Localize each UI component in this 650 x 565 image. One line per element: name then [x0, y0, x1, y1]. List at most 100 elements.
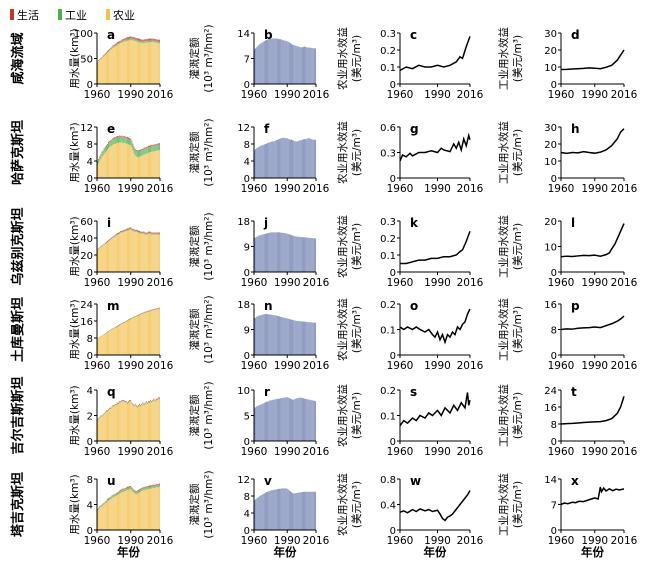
axis-labels: 用水量(km³) 灌溉定额 (10³ m³/hm²) 农业用水效益 (美元/m³) 工业用… — [10, 24, 604, 559]
bar-e-agr-16 — [114, 144, 116, 178]
panel-letter-r: r — [264, 385, 270, 399]
xtick-label-o-1990: 1990 — [424, 360, 451, 372]
bar-q-ind-33 — [133, 405, 135, 407]
bar-u-dom-53 — [155, 484, 157, 486]
bar-u-agr-21 — [120, 493, 122, 530]
bar-r-16 — [271, 400, 273, 441]
bar-a-dom-14 — [112, 45, 114, 47]
bar-i-dom-19 — [118, 232, 119, 234]
bar-e-dom-53 — [155, 144, 157, 146]
bar-m-agr-33 — [133, 317, 135, 355]
legend-swatch-industrial — [58, 9, 62, 20]
bar-e-dom-47 — [149, 145, 150, 147]
bar-e-agr-18 — [117, 142, 118, 178]
xtick-label-f-1990: 1990 — [274, 183, 301, 195]
bar-u-dom-47 — [149, 485, 150, 487]
bar-a-ind-44 — [145, 41, 147, 43]
bar-i-ind-54 — [156, 233, 158, 235]
bar-u-ind-18 — [117, 493, 118, 495]
bar-r-18 — [273, 399, 275, 441]
bar-q-agr-33 — [133, 406, 135, 441]
ytick-label-r-5: 5 — [244, 412, 250, 423]
bar-i-ind-43 — [144, 233, 146, 235]
bar-e-agr-42 — [143, 154, 145, 179]
xtick-label-a-2016: 2016 — [147, 89, 174, 101]
bar-r-2 — [256, 406, 258, 441]
bar-i-ind-16 — [114, 235, 116, 237]
bar-q-ind-6 — [103, 413, 105, 415]
ytick-label-i-60: 60 — [80, 217, 93, 228]
bar-a-ind-46 — [148, 40, 149, 43]
bar-u-dom-21 — [120, 489, 122, 492]
bar-i-dom-49 — [151, 232, 153, 234]
bar-a-dom-23 — [122, 39, 124, 41]
bar-a-agr-50 — [152, 42, 154, 84]
bar-a-dom-38 — [139, 38, 140, 41]
bar-a-agr-3 — [100, 59, 102, 84]
panel-letter-t: t — [571, 385, 577, 399]
bar-q-dom-20 — [119, 401, 121, 403]
ylabel-row5-col1-line1: (10³ m³/hm²) — [203, 470, 215, 538]
bar-i-dom-12 — [110, 238, 112, 240]
ylabel-row5-col3-line0: 工业用水效益 — [497, 473, 510, 536]
bar-q-ind-34 — [134, 404, 136, 406]
bar-b-11 — [266, 39, 267, 84]
bar-i-ind-7 — [104, 243, 106, 244]
bar-e-ind-0 — [97, 161, 98, 166]
bar-m-agr-5 — [102, 335, 104, 355]
bar-b-24 — [280, 39, 282, 84]
bar-u-ind-31 — [131, 488, 133, 491]
ytick-label-v-8: 8 — [244, 492, 250, 503]
panel-letter-a: a — [107, 28, 115, 42]
bar-e-ind-8 — [106, 146, 107, 152]
bar-a-ind-3 — [100, 58, 102, 60]
ylabel-row1-col3-line1: (美元/m³) — [511, 129, 524, 176]
ytick-label-l-10: 10 — [544, 243, 557, 254]
bar-j-2 — [256, 236, 258, 272]
bar-i-ind-51 — [153, 233, 155, 235]
bar-f-40 — [297, 141, 299, 178]
bar-i-dom-22 — [121, 230, 123, 233]
bar-u-ind-1 — [98, 508, 100, 510]
bar-i-dom-24 — [123, 230, 125, 232]
ylabel-row0-col1-line0: 灌溉定额 — [188, 37, 201, 79]
bar-q-agr-44 — [145, 402, 147, 441]
bar-u-ind-19 — [118, 492, 119, 495]
bar-b-54 — [312, 48, 314, 84]
bar-i-agr-39 — [140, 233, 142, 272]
bar-r-48 — [306, 399, 308, 441]
bar-i-dom-50 — [152, 232, 154, 234]
xtick-label-q-2016: 2016 — [147, 446, 174, 458]
bar-q-agr-38 — [139, 405, 140, 441]
xtick-label-p-1990: 1990 — [581, 360, 608, 372]
bar-a-ind-1 — [98, 60, 100, 62]
bar-b-8 — [262, 41, 264, 84]
bar-e-agr-25 — [124, 143, 126, 178]
bar-j-5 — [259, 235, 261, 272]
panel-letter-l: l — [571, 216, 575, 230]
panel-letter-s: s — [410, 385, 417, 399]
bar-j-46 — [304, 237, 305, 272]
bar-e-ind-56 — [159, 144, 160, 150]
bar-q-dom-48 — [150, 399, 151, 401]
bar-q-agr-10 — [108, 410, 109, 441]
bar-i-ind-28 — [128, 229, 129, 231]
ytick-label-c-0: 0 — [390, 80, 396, 91]
bar-a-ind-27 — [127, 39, 128, 41]
bar-b-51 — [309, 47, 311, 84]
bar-u-agr-34 — [134, 493, 136, 530]
ytick-label-k-0.2: 0.2 — [380, 234, 396, 245]
xtick-label-u-2016: 2016 — [147, 535, 174, 547]
bar-a-agr-56 — [159, 43, 160, 84]
bar-i-agr-38 — [139, 232, 140, 272]
bar-e-ind-43 — [144, 148, 146, 155]
bar-u-ind-48 — [150, 486, 151, 489]
xtick-label-a-1960: 1960 — [84, 89, 111, 101]
bar-e-agr-21 — [120, 142, 122, 178]
bar-m-dom-39 — [140, 313, 142, 315]
bar-e-ind-5 — [102, 151, 104, 156]
bar-q-dom-27 — [127, 402, 128, 404]
bar-v-47 — [305, 491, 307, 530]
line-l-0 — [560, 223, 625, 258]
bar-u-dom-31 — [131, 487, 133, 489]
